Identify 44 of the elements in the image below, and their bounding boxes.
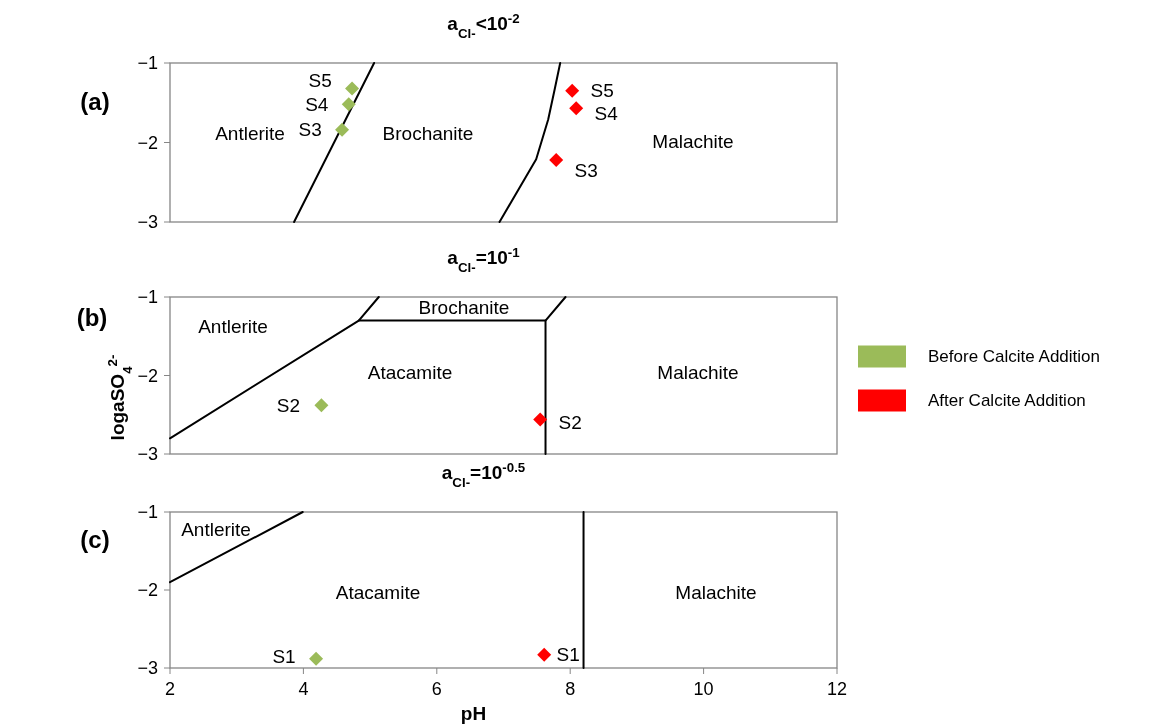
text: (c) (80, 526, 110, 554)
annotation: S5 (308, 70, 332, 92)
x-tick-label: 4 (298, 679, 309, 699)
x-tick-label: 10 (693, 679, 714, 699)
legend-label: After Calcite Addition (928, 391, 1086, 411)
annotation: Atacamite (367, 361, 453, 383)
chart-title: a$_{Cl-}$<10$^{-2}$ (447, 10, 520, 41)
chart-title: a$_{Cl-}$=10$^{-0.5}$ (441, 459, 526, 490)
x-tick-label: 6 (431, 679, 442, 699)
annotation: Atacamite (335, 581, 421, 603)
annotation: S1 (272, 646, 296, 668)
legend-label: Before Calcite Addition (928, 347, 1100, 367)
y-tick-label: −1 (137, 53, 158, 74)
annotation: S4 (594, 102, 619, 124)
x-tick-label: 8 (565, 679, 576, 699)
annotation: S4 (305, 93, 329, 115)
annotation: Malachite (675, 581, 757, 603)
annotation: Antlerite (181, 518, 251, 540)
annotation: Antlerite (198, 315, 268, 337)
y-tick-label: −3 (137, 658, 158, 679)
y-tick-label: −1 (137, 502, 158, 523)
annotation: Brochanite (382, 122, 474, 144)
annotation: Malachite (652, 130, 734, 152)
annotation: S3 (298, 119, 322, 141)
annotation: S3 (574, 159, 598, 181)
annotation: Malachite (657, 361, 739, 383)
x-tick-label: 2 (164, 679, 176, 699)
text: (b) (76, 304, 108, 332)
annotation: S1 (556, 644, 580, 666)
y-tick-label: −3 (137, 444, 158, 465)
y-tick-label: −2 (137, 580, 158, 601)
x-tick-label: 12 (826, 679, 848, 699)
y-tick-label: −1 (137, 287, 158, 308)
annotation: S2 (276, 394, 301, 416)
chart-title: a$_{Cl-}$=10$^{-1}$ (447, 244, 521, 275)
text: (a) (80, 88, 110, 116)
y-tick-label: −3 (137, 212, 158, 233)
annotation: Brochanite (418, 296, 510, 318)
x-axis-title: pH (460, 703, 487, 724)
y-tick-label: −2 (137, 365, 158, 386)
annotation: Antlerite (215, 122, 285, 144)
y-tick-label: −2 (137, 132, 158, 153)
annotation: S5 (590, 80, 614, 102)
annotation: S2 (558, 412, 582, 434)
